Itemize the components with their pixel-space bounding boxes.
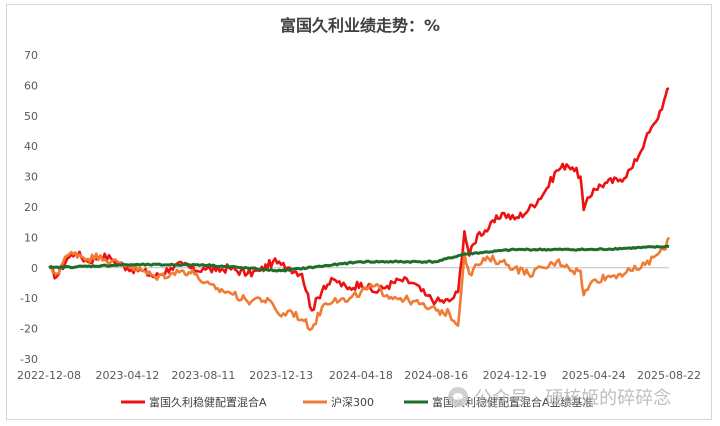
x-tick-label: 2025-08-22 [637, 369, 701, 382]
legend-label: 沪深300 [331, 395, 374, 409]
chart-frame [6, 4, 712, 420]
y-tick-label: -10 [20, 292, 38, 305]
y-tick-label: -20 [20, 323, 38, 336]
y-tick-label: 70 [24, 49, 38, 62]
series-line-2 [48, 236, 671, 332]
x-tick-label: 2025-04-24 [562, 369, 626, 382]
series-line-1 [48, 87, 670, 312]
watermark-text: 公众号 · 硬核姬的碎碎念 [474, 388, 672, 409]
watermark: 公众号 · 硬核姬的碎碎念 [448, 384, 671, 410]
x-tick-label: 2024-04-18 [329, 369, 393, 382]
x-tick-label: 2023-12-13 [249, 369, 313, 382]
x-axis: 2022-12-08 2023-04-12 2023-08-11 2023-12-13… [17, 267, 701, 382]
legend-label: 富国久利稳健配置混合A业绩基准 [432, 395, 594, 409]
x-tick-label: 2024-08-16 [404, 369, 468, 382]
x-tick-label: 2022-12-08 [17, 369, 81, 382]
y-tick-label: 10 [24, 231, 38, 244]
x-tick-label: 2023-08-11 [171, 369, 235, 382]
y-tick-label: 40 [24, 140, 38, 153]
x-tick-label: 2023-04-12 [95, 369, 159, 382]
wechat-icon [448, 387, 468, 407]
legend: 富国久利稳健配置混合A 沪深300 富国久利稳健配置混合A业绩基准 [121, 395, 594, 409]
y-tick-label: 0 [31, 262, 38, 275]
y-tick-label: 30 [24, 171, 38, 184]
y-tick-label: 20 [24, 201, 38, 214]
y-axis: -30 -20 -10 0 10 20 30 40 50 60 70 [20, 49, 38, 366]
series-lines [48, 87, 671, 332]
chart-title: 富国久利业绩走势：% [279, 16, 441, 35]
series-line-3 [48, 244, 670, 273]
y-tick-label: 50 [24, 110, 38, 123]
legend-label: 富国久利稳健配置混合A [149, 395, 267, 409]
y-tick-label: -30 [20, 353, 38, 366]
y-tick-label: 60 [24, 79, 38, 92]
x-tick-label: 2024-12-19 [483, 369, 547, 382]
